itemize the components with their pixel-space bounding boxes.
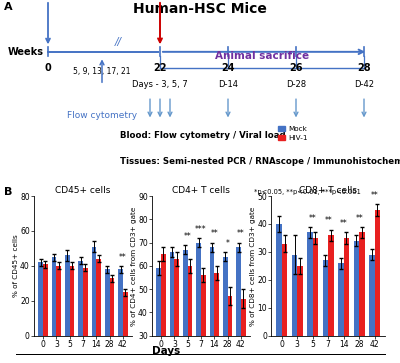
Text: **: ** [371,191,378,200]
Bar [38,262,43,336]
Text: 28: 28 [357,63,371,73]
Text: ***: *** [195,225,207,234]
Bar [56,266,61,336]
Bar [83,268,88,336]
Bar [241,298,246,363]
Bar [369,255,375,336]
Bar [96,259,101,336]
Bar [78,261,83,336]
Bar [344,238,349,336]
Text: Tissues: Semi-nested PCR / RNAscope / Immunohistochemistry: Tissues: Semi-nested PCR / RNAscope / Im… [120,158,400,166]
Bar [328,235,334,336]
Bar [292,255,297,336]
Bar [196,242,201,363]
Text: **: ** [324,216,332,225]
Bar [228,296,232,363]
Text: D-14: D-14 [218,79,238,89]
Text: B: B [4,187,12,197]
Text: Animal sacrifice: Animal sacrifice [215,51,309,61]
Text: D-28: D-28 [286,79,306,89]
Y-axis label: % of CD45+ cells: % of CD45+ cells [13,234,19,297]
Bar [323,260,328,336]
Text: 26: 26 [289,63,303,73]
Text: 22: 22 [153,63,167,73]
Bar [123,292,128,336]
Text: //: // [114,37,122,47]
Text: **: ** [355,213,363,223]
Bar [307,232,313,336]
Bar [105,269,110,336]
Bar [338,263,344,336]
Text: **: ** [210,229,218,238]
Bar [161,254,166,363]
Bar [188,266,192,363]
Bar [92,247,96,336]
Title: CD4+ T cells: CD4+ T cells [172,186,230,195]
Bar [375,210,380,336]
Bar [183,250,188,363]
Bar [313,238,318,336]
Bar [70,266,74,336]
Y-axis label: % of CD4+ cells from CD3+ gate: % of CD4+ cells from CD3+ gate [131,206,137,326]
Text: *: * [226,239,230,248]
Legend: Mock, HIV-1: Mock, HIV-1 [275,123,310,144]
Text: **: ** [340,219,348,228]
Text: **: ** [309,213,317,223]
Title: CD45+ cells: CD45+ cells [55,186,111,195]
Text: Blood: Flow cytometry / Viral load: Blood: Flow cytometry / Viral load [120,131,286,140]
Bar [214,273,219,363]
Bar [201,275,206,363]
Text: 24: 24 [221,63,235,73]
Bar [210,247,214,363]
Bar [354,241,359,336]
Title: CD8+ T cells: CD8+ T cells [299,186,357,195]
Text: **: ** [184,232,192,241]
Bar [297,266,303,336]
Bar [65,256,70,336]
Text: **: ** [119,253,127,262]
Bar [170,252,174,363]
Text: Days: Days [152,346,180,356]
Text: Weeks: Weeks [8,47,44,57]
Bar [223,257,228,363]
Bar [52,257,56,336]
Text: Days - 3, 5, 7: Days - 3, 5, 7 [132,79,188,89]
Bar [118,269,123,336]
Text: *p<0.05, **p<0.01, ***p<0.001: *p<0.05, **p<0.01, ***p<0.001 [254,189,361,195]
Text: **: ** [237,229,245,238]
Bar [282,244,287,336]
Bar [156,268,161,363]
Y-axis label: % of CD8+ cells from CD3+ gate: % of CD8+ cells from CD3+ gate [250,206,256,326]
Text: Flow cytometry: Flow cytometry [67,111,137,120]
Bar [43,264,48,336]
Bar [359,232,364,336]
Bar [110,278,114,336]
Text: D-42: D-42 [354,79,374,89]
Bar [276,224,282,336]
Bar [236,247,241,363]
Text: 0: 0 [45,63,51,73]
Text: 5, 9, 13, 17, 21: 5, 9, 13, 17, 21 [73,67,131,76]
Bar [174,259,179,363]
Text: Human-HSC Mice: Human-HSC Mice [133,2,267,16]
Text: A: A [4,2,13,12]
